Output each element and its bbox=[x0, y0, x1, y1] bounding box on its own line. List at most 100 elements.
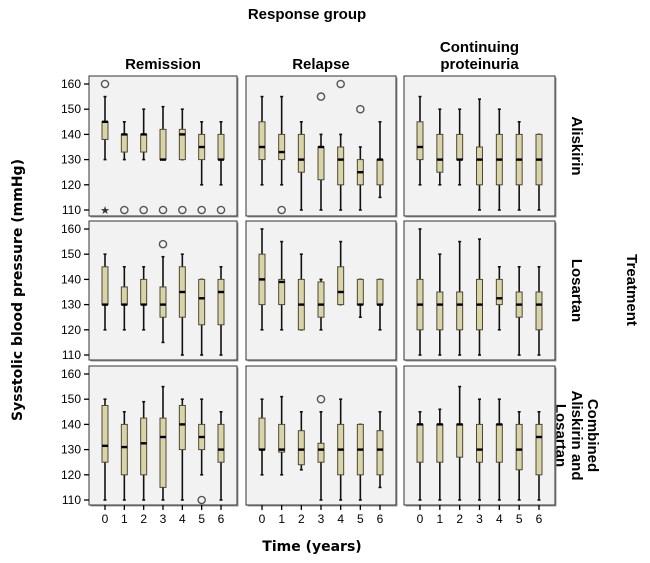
box-iqr bbox=[436, 133, 444, 173]
box-0 bbox=[101, 253, 109, 331]
box-1 bbox=[278, 395, 286, 476]
y-tick-label: 120 bbox=[61, 468, 81, 482]
box-iqr bbox=[258, 417, 266, 451]
row-facet-label: Aliskirin and bbox=[568, 390, 585, 480]
x-tick-label: 0 bbox=[417, 512, 424, 526]
y-tick-label: 140 bbox=[61, 272, 81, 286]
box-5 bbox=[515, 410, 523, 501]
box-2 bbox=[456, 240, 464, 356]
box-2 bbox=[139, 108, 148, 215]
outlier-point bbox=[197, 495, 206, 505]
column-facet-label: Remission bbox=[125, 56, 201, 73]
outlier-point bbox=[197, 205, 206, 215]
x-tick-label: 4 bbox=[337, 512, 344, 526]
box-4 bbox=[495, 265, 503, 331]
outlier-point bbox=[316, 92, 326, 101]
box-iqr bbox=[159, 128, 167, 161]
panel: 110 120 130 140 150 160 0 1 2 3 4 5 6 bbox=[61, 365, 239, 526]
box-0 bbox=[416, 410, 424, 501]
box-3 bbox=[158, 239, 168, 344]
box-0 bbox=[258, 95, 266, 186]
box-2 bbox=[297, 253, 305, 331]
box-iqr bbox=[178, 405, 186, 451]
panel: 110 120 130 140 150 160 bbox=[61, 220, 239, 362]
column-facet-label: Relapse bbox=[292, 56, 350, 73]
x-tick-label: 3 bbox=[318, 512, 325, 526]
y-tick-label: 150 bbox=[61, 392, 81, 406]
box-3 bbox=[316, 92, 326, 211]
box-iqr bbox=[120, 423, 128, 476]
y-axis-label: Sysstolic blood pressure (mmHg) bbox=[10, 159, 26, 421]
box-iqr bbox=[456, 423, 464, 458]
x-tick-label: 2 bbox=[298, 512, 305, 526]
box-6 bbox=[216, 121, 226, 215]
box-iqr bbox=[278, 423, 286, 453]
box-iqr bbox=[140, 417, 148, 476]
box-6 bbox=[535, 410, 543, 501]
y-tick-label: 110 bbox=[62, 203, 81, 217]
box-5 bbox=[515, 121, 523, 211]
box-iqr bbox=[278, 278, 286, 306]
box-iqr bbox=[436, 423, 444, 463]
box-iqr bbox=[436, 291, 444, 331]
box-iqr bbox=[278, 133, 286, 161]
chart-title: Response group bbox=[248, 6, 366, 23]
x-tick-label: 1 bbox=[278, 512, 285, 526]
row-facet-label: Losartan bbox=[568, 259, 585, 322]
box-5 bbox=[515, 265, 523, 356]
x-axis-label: Time (years) bbox=[262, 539, 361, 555]
box-4 bbox=[337, 240, 345, 306]
y-tick-label: 160 bbox=[61, 222, 81, 236]
y-tick-label: 150 bbox=[61, 102, 81, 116]
outlier-point bbox=[158, 205, 168, 215]
x-tick-label: 0 bbox=[102, 512, 109, 526]
box-iqr bbox=[217, 133, 225, 161]
panel: 110 120 130 140 150 160 ★ bbox=[61, 75, 239, 218]
x-tick-label: 1 bbox=[121, 512, 128, 526]
box-4 bbox=[178, 398, 186, 501]
box-iqr bbox=[535, 291, 543, 331]
y-tick-label: 130 bbox=[61, 298, 81, 312]
outlier-point bbox=[178, 205, 187, 215]
x-tick-label: 2 bbox=[140, 512, 147, 526]
box-0 bbox=[416, 228, 424, 356]
y-tick-label: 110 bbox=[62, 348, 81, 362]
box-4 bbox=[178, 108, 187, 215]
row-facet-title: Treatment bbox=[623, 254, 640, 326]
box-4 bbox=[495, 108, 503, 211]
outlier-point bbox=[277, 205, 286, 215]
box-1 bbox=[120, 410, 128, 501]
box-iqr bbox=[317, 281, 325, 318]
box-iqr bbox=[198, 278, 206, 326]
box-2 bbox=[456, 108, 464, 186]
box-1 bbox=[436, 108, 444, 186]
x-tick-label: 6 bbox=[377, 512, 384, 526]
box-6 bbox=[217, 410, 225, 501]
x-tick-label: 1 bbox=[436, 512, 443, 526]
box-1 bbox=[436, 408, 444, 501]
box-2 bbox=[140, 265, 148, 331]
x-tick-label: 5 bbox=[516, 512, 523, 526]
box-iqr bbox=[495, 278, 503, 306]
outlier-point bbox=[100, 79, 110, 89]
box-3 bbox=[317, 278, 325, 331]
box-iqr bbox=[140, 133, 148, 153]
y-tick-label: 140 bbox=[61, 127, 81, 141]
panel bbox=[403, 75, 557, 218]
panels: 110120130140150160★110120130140150160110… bbox=[61, 75, 557, 526]
box-iqr bbox=[317, 442, 325, 463]
panel bbox=[245, 75, 398, 218]
x-tick-label: 4 bbox=[496, 512, 503, 526]
x-tick-label: 2 bbox=[456, 512, 463, 526]
box-iqr bbox=[217, 423, 225, 463]
column-facet-label: Continuing bbox=[440, 39, 519, 56]
box-0 bbox=[101, 398, 109, 501]
row-facet-label: Aliskirin bbox=[568, 116, 585, 175]
box-iqr bbox=[535, 423, 543, 476]
box-2 bbox=[140, 400, 148, 501]
box-6 bbox=[535, 133, 543, 211]
box-6 bbox=[535, 265, 543, 356]
